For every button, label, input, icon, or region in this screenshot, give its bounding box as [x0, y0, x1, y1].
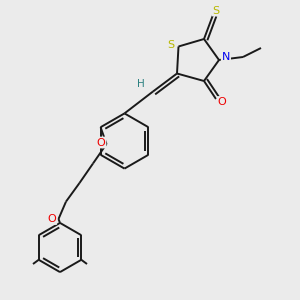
Text: O: O — [97, 137, 106, 148]
Text: S: S — [167, 40, 175, 50]
Text: H: H — [136, 79, 144, 89]
Text: O: O — [47, 214, 56, 224]
Text: O: O — [218, 97, 226, 107]
Text: N: N — [222, 52, 230, 62]
Text: S: S — [212, 5, 220, 16]
